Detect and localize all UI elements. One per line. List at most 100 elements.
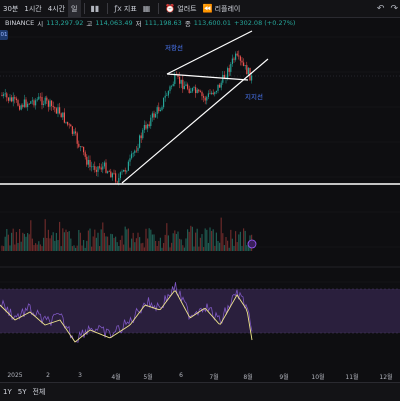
volume-bar — [211, 231, 213, 251]
range-all[interactable]: 전체 — [32, 388, 46, 396]
candle-body — [73, 131, 75, 134]
candle-body — [36, 99, 38, 101]
volume-bar — [41, 246, 43, 251]
volume-bar — [52, 232, 54, 251]
indicator-badge[interactable]: 01 — [0, 30, 8, 40]
redo-icon[interactable]: ↷ — [390, 3, 398, 14]
alert-button[interactable]: ⏰ 얼러트 — [165, 4, 197, 13]
volume-bar — [100, 229, 102, 251]
timeframe-30m[interactable]: 30분 — [3, 4, 19, 13]
candle-body — [17, 100, 19, 106]
volume-bar — [145, 228, 147, 251]
range-5y[interactable]: 5Y — [17, 388, 27, 396]
timeframe-day[interactable]: 일 — [68, 0, 81, 17]
volume-bar — [7, 234, 9, 251]
price-chart[interactable] — [0, 17, 400, 370]
candle-body — [81, 146, 83, 147]
volume-bar — [75, 247, 77, 251]
volume-bar — [105, 236, 107, 251]
volume-bar — [247, 242, 249, 251]
candle-body — [220, 82, 222, 88]
candle-body — [193, 87, 195, 89]
candle-body — [44, 97, 46, 104]
candle-body — [86, 156, 88, 165]
candle-body — [135, 150, 137, 152]
volume-bar — [115, 236, 117, 251]
volume-bar — [79, 232, 81, 251]
time-axis-label: 9월 — [279, 374, 289, 381]
candle-body — [126, 170, 128, 172]
candle-body — [147, 124, 149, 129]
volume-bar — [25, 236, 27, 251]
volume-bar — [111, 234, 113, 251]
volume-bar — [84, 247, 86, 251]
time-axis[interactable]: 2025 2 3 4월 5월 6 7월 8월 9월 10월 11월 12월 — [0, 370, 400, 382]
rsi-line — [0, 282, 253, 343]
candle-body — [239, 56, 241, 61]
candle-body — [190, 91, 192, 93]
rsi-ma-line — [0, 290, 253, 343]
volume-bar — [199, 237, 201, 251]
volume-bar — [92, 236, 94, 251]
volume-bar — [116, 242, 118, 251]
candle-body — [84, 152, 86, 157]
open-value: 113,297.92 — [46, 19, 84, 27]
candle-body — [100, 167, 102, 170]
volume-bar — [183, 247, 185, 251]
volume-bar — [60, 246, 62, 251]
symbol-exchange[interactable]: BINANCE — [5, 19, 35, 27]
candle-body — [169, 86, 171, 91]
support-label: 지지선 — [245, 93, 263, 101]
volume-bar — [89, 228, 91, 251]
divider — [107, 3, 109, 14]
chart-type-button[interactable]: ▮▮ — [88, 0, 105, 17]
candle-body — [198, 89, 200, 92]
volume-bar — [38, 241, 40, 251]
candle-body — [238, 55, 240, 57]
timeframe-4h[interactable]: 4시간 — [47, 4, 66, 13]
candle-body — [195, 87, 197, 94]
candle-body — [196, 89, 198, 94]
candle-body — [15, 98, 17, 101]
indicators-button[interactable]: ƒx 지표 — [114, 4, 137, 13]
low-label: 저 — [135, 20, 142, 28]
volume-bar — [68, 231, 70, 251]
base-trendline — [166, 73, 249, 81]
candle-body — [107, 171, 109, 173]
volume-bar — [51, 235, 53, 251]
candle-body — [95, 169, 97, 172]
candle-body — [83, 146, 85, 153]
candle-body — [191, 88, 193, 92]
volume-bar — [78, 229, 80, 251]
replay-button[interactable]: ⏪ 리플레이 — [202, 4, 241, 13]
candle-body — [236, 53, 238, 56]
volume-bar — [76, 245, 78, 251]
volume-bar — [119, 239, 121, 251]
candle-body — [187, 84, 189, 89]
volume-bar — [20, 241, 22, 251]
resistance-label: 저항선 — [165, 44, 183, 52]
layouts-button[interactable]: ▦ — [140, 0, 156, 17]
candle-body — [244, 65, 246, 66]
volume-bar — [137, 232, 139, 251]
undo-icon[interactable]: ↶ — [376, 3, 385, 14]
volume-bar — [95, 237, 97, 251]
volume-bar — [196, 228, 198, 251]
volume-bar — [220, 217, 222, 251]
volume-bar — [46, 237, 48, 251]
volume-bar — [108, 245, 110, 251]
volume-bar — [23, 233, 25, 251]
candle-body — [71, 126, 73, 134]
volume-bar — [14, 244, 16, 251]
volume-bar — [193, 246, 195, 251]
candle-body — [211, 92, 213, 94]
candle-body — [4, 93, 6, 95]
volume-bar — [129, 247, 131, 251]
volume-bar — [172, 233, 174, 251]
volume-bar — [159, 237, 161, 251]
volume-bar — [206, 229, 208, 251]
volume-bar — [67, 232, 69, 251]
range-1y[interactable]: 1Y — [3, 388, 12, 396]
timeframe-1h[interactable]: 1시간 — [24, 4, 42, 13]
volume-bar — [118, 246, 120, 251]
